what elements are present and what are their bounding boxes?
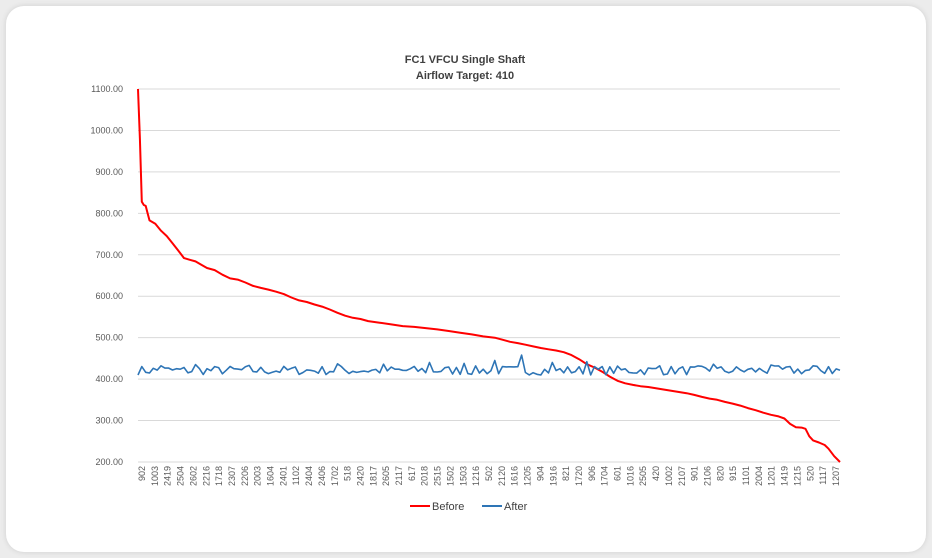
x-tick-label: 2404 — [304, 466, 314, 486]
x-tick-label: 1205 — [523, 466, 533, 486]
x-tick-label: 2307 — [227, 466, 237, 486]
x-tick-label: 906 — [587, 466, 597, 481]
x-tick-label: 2004 — [754, 466, 764, 486]
x-tick-label: 1720 — [574, 466, 584, 486]
gridlines — [138, 88, 840, 463]
x-tick-label: 502 — [484, 466, 494, 481]
x-tick-label: 1817 — [368, 466, 378, 486]
legend: Before After — [410, 501, 528, 513]
x-tick-label: 1201 — [767, 466, 777, 486]
x-tick-label: 2106 — [702, 466, 712, 486]
x-tick-label: 1419 — [780, 466, 790, 486]
x-tick-label: 2003 — [253, 466, 263, 486]
y-tick-label: 200.00 — [95, 457, 123, 467]
x-tick-label: 1002 — [664, 466, 674, 486]
x-tick-label: 1502 — [445, 466, 455, 486]
chart-title: FC1 VFCU Single Shaft — [405, 54, 526, 66]
y-tick-label: 1100.00 — [91, 84, 123, 94]
x-tick-label: 601 — [613, 466, 623, 481]
x-tick-label: 2505 — [638, 466, 648, 486]
x-tick-label: 901 — [690, 466, 700, 481]
x-tick-label: 1616 — [510, 466, 520, 486]
series-lines — [137, 88, 841, 463]
x-tick-label: 2120 — [497, 466, 507, 486]
x-tick-label: 520 — [805, 466, 815, 481]
x-tick-label: 2401 — [278, 466, 288, 486]
x-tick-label: 902 — [137, 466, 147, 481]
x-tick-label: 2602 — [188, 466, 198, 486]
x-tick-label: 1117 — [818, 466, 828, 485]
x-tick-label: 1718 — [214, 466, 224, 486]
x-tick-label: 2515 — [433, 466, 443, 486]
x-tick-label: 1101 — [741, 466, 751, 485]
x-tick-label: 820 — [715, 466, 725, 481]
x-tick-label: 420 — [651, 466, 661, 481]
y-tick-label: 400.00 — [95, 374, 123, 384]
y-tick-label: 900.00 — [95, 167, 123, 177]
x-tick-label: 904 — [535, 466, 545, 481]
legend-label-after: After — [504, 501, 528, 513]
y-axis-ticks: 1100.00 1000.00 900.00 800.00 700.00 600.00 50… — [90, 84, 123, 467]
series-line-before — [137, 88, 841, 463]
x-tick-label: 1604 — [266, 466, 276, 486]
y-tick-label: 700.00 — [95, 250, 123, 260]
x-tick-label: 1702 — [330, 466, 340, 486]
x-tick-label: 617 — [407, 466, 417, 481]
legend-label-before: Before — [432, 501, 464, 513]
x-tick-label: 518 — [343, 466, 353, 481]
x-tick-label: 2216 — [201, 466, 211, 486]
x-tick-label: 915 — [728, 466, 738, 481]
x-tick-label: 821 — [561, 466, 571, 481]
x-tick-label: 2605 — [381, 466, 391, 486]
series-line-after — [137, 354, 841, 376]
y-tick-label: 800.00 — [95, 208, 123, 218]
x-tick-label: 2420 — [355, 466, 365, 486]
x-axis-ticks: 902 1003 2419 2504 2602 2216 1718 2307 2206 2003 1… — [137, 466, 841, 486]
x-tick-label: 2206 — [240, 466, 250, 486]
x-tick-label: 1503 — [458, 466, 468, 486]
x-tick-label: 2504 — [176, 466, 186, 486]
x-tick-label: 2107 — [677, 466, 687, 486]
x-tick-label: 1207 — [831, 466, 841, 486]
chart-card — [6, 6, 926, 552]
x-tick-label: 2419 — [163, 466, 173, 486]
y-tick-label: 1000.00 — [90, 125, 123, 135]
y-tick-label: 500.00 — [95, 333, 123, 343]
chart-subtitle: Airflow Target: 410 — [416, 70, 514, 82]
x-tick-label: 2117 — [394, 466, 404, 485]
x-tick-label: 1216 — [471, 466, 481, 486]
x-tick-label: 1102 — [291, 466, 301, 485]
x-tick-label: 1016 — [625, 466, 635, 486]
x-tick-label: 2406 — [317, 466, 327, 486]
y-tick-label: 600.00 — [95, 291, 123, 301]
x-tick-label: 1704 — [600, 466, 610, 486]
x-tick-label: 1215 — [792, 466, 802, 486]
x-tick-label: 1916 — [548, 466, 558, 486]
y-tick-label: 300.00 — [95, 416, 123, 426]
x-tick-label: 2018 — [420, 466, 430, 486]
x-tick-label: 1003 — [150, 466, 160, 486]
